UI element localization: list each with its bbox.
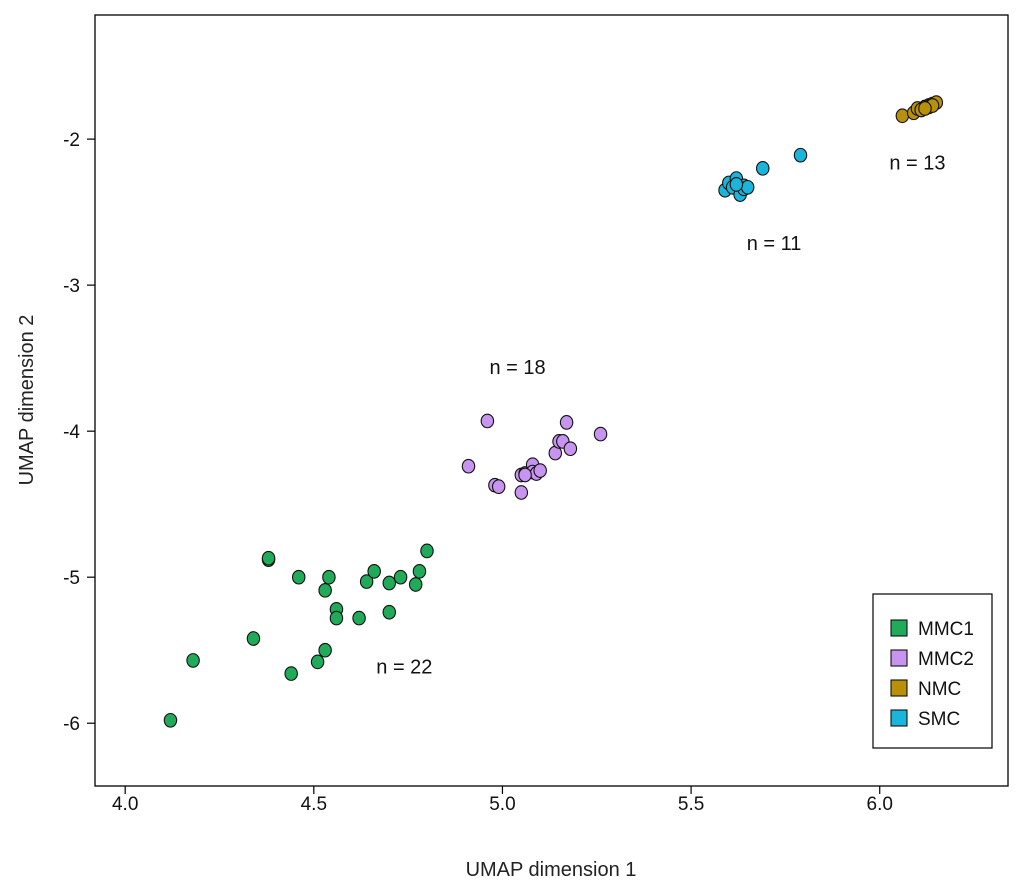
- x-tick-label: 5.0: [489, 794, 515, 815]
- series-nmc: [895, 95, 944, 124]
- data-point: [186, 653, 200, 668]
- legend-swatch: [890, 709, 908, 727]
- data-point: [491, 479, 506, 495]
- data-point: [352, 610, 366, 626]
- data-point: [408, 577, 423, 592]
- data-point: [918, 101, 932, 116]
- data-point: [329, 610, 344, 626]
- data-point: [382, 604, 397, 620]
- x-tick-label: 5.5: [678, 794, 704, 815]
- data-point: [412, 563, 427, 579]
- data-point: [729, 177, 744, 192]
- data-point: [310, 654, 325, 670]
- series-mmc1: [163, 543, 434, 728]
- data-point: [593, 426, 608, 442]
- data-point: [756, 160, 770, 176]
- y-tick-label: -2: [63, 130, 80, 151]
- sample-count-annotation: n = 22: [376, 656, 432, 678]
- series-mmc2: [461, 413, 608, 500]
- data-point: [318, 642, 332, 658]
- data-point: [420, 543, 434, 559]
- data-point: [480, 413, 495, 429]
- legend-swatch: [890, 679, 908, 697]
- y-tick-label: -5: [63, 568, 80, 589]
- y-tick-label: -4: [63, 422, 80, 443]
- legend-label: NMC: [918, 679, 961, 700]
- data-point: [261, 550, 276, 566]
- data-point: [382, 575, 397, 591]
- data-point: [518, 467, 532, 483]
- legend-label: MMC1: [918, 619, 974, 640]
- axes: 4.0 4.5 5.0 5.5 6.0 -2 -3 -4 -5 -6: [63, 130, 893, 815]
- y-tick-label: -6: [63, 714, 80, 735]
- data-point: [740, 179, 755, 195]
- data-point: [895, 108, 910, 124]
- data-point: [514, 485, 529, 500]
- x-tick-label: 4.5: [301, 794, 327, 815]
- data-point: [322, 569, 336, 585]
- legend-swatch: [890, 619, 908, 637]
- sample-count-annotation: n = 18: [489, 357, 545, 379]
- x-tick-label: 6.0: [867, 794, 893, 815]
- annotations: n = 22 n = 18 n = 11 n = 13: [376, 152, 945, 678]
- data-point: [563, 441, 578, 457]
- sample-count-annotation: n = 11: [747, 233, 802, 255]
- data-point: [291, 569, 306, 585]
- legend-label: SMC: [918, 709, 960, 730]
- legend-swatch: [890, 649, 908, 667]
- series-smc: [718, 147, 808, 202]
- sample-count-annotation: n = 13: [889, 152, 945, 174]
- data-point: [284, 666, 298, 681]
- legend: MMC1 MMC2 NMC SMC: [872, 593, 993, 749]
- data-point: [246, 631, 261, 646]
- y-tick-label: -3: [63, 276, 80, 297]
- x-axis-title: UMAP dimension 1: [466, 859, 637, 881]
- plot-frame: [94, 14, 1009, 787]
- data-point: [533, 463, 547, 478]
- data-point: [318, 582, 332, 598]
- y-axis-title: UMAP dimension 2: [16, 315, 38, 486]
- legend-label: MMC2: [918, 649, 974, 670]
- data-point: [367, 563, 381, 579]
- data-point: [559, 415, 574, 430]
- x-tick-label: 4.0: [112, 794, 138, 815]
- data-point: [393, 569, 408, 585]
- data-point: [163, 712, 178, 728]
- data-point: [359, 574, 374, 589]
- data-point: [793, 147, 808, 163]
- data-points: [163, 95, 944, 728]
- data-point: [461, 458, 476, 474]
